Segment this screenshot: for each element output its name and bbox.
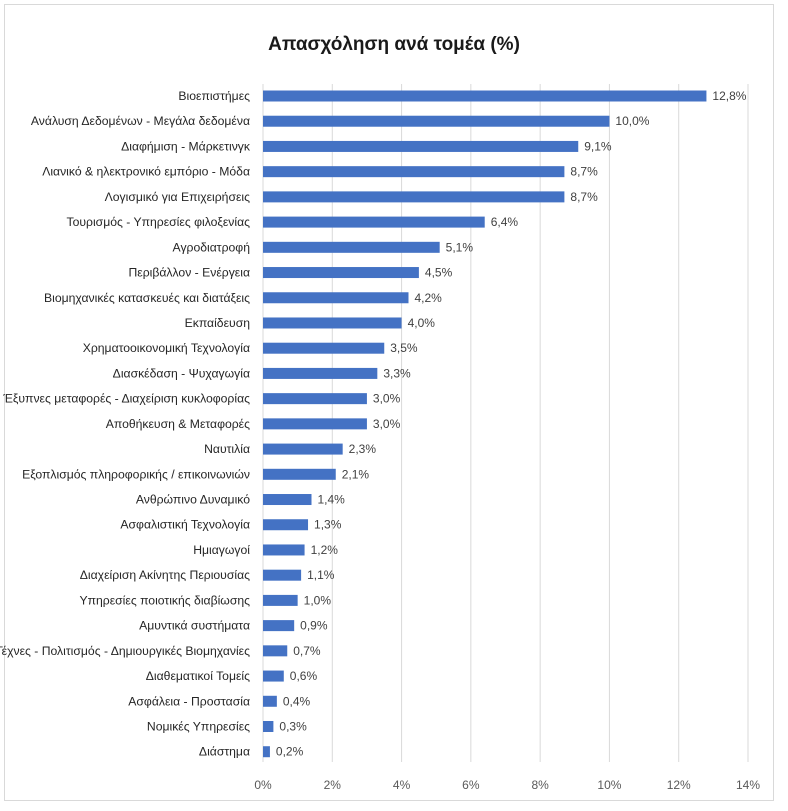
category-label: Βιομηχανικές κατασκευές και διατάξεις [44,291,250,305]
category-label: Ασφαλιστική Τεχνολογία [120,518,250,532]
data-label: 9,1% [584,139,612,153]
data-label: 0,7% [293,644,321,658]
category-label: Αμυντικά συστήματα [139,619,250,633]
bar [263,594,298,606]
bar [263,569,302,581]
data-label: 4,0% [408,316,436,330]
category-label: Νομικές Υπηρεσίες [147,720,250,734]
data-label: 0,3% [279,720,307,734]
bar [263,241,440,253]
data-label: 3,0% [373,417,401,431]
data-label: 1,1% [307,568,335,582]
data-label: 1,0% [304,593,332,607]
x-tick-label: 4% [393,778,411,792]
category-label: Διαχείριση Ακίνητης Περιουσίας [80,568,250,582]
bar [263,468,336,480]
data-label: 0,9% [300,619,328,633]
data-label: 3,5% [390,341,418,355]
chart-title: Απασχόληση ανά τομέα (%) [268,34,520,55]
category-label: Υπηρεσίες ποιοτικής διαβίωσης [79,593,250,607]
x-tick-label: 6% [462,778,480,792]
x-tick-label: 12% [667,778,691,792]
bar [263,746,270,758]
data-label: 4,5% [425,266,453,280]
bar [263,342,385,354]
category-label: Τουρισμός - Υπηρεσίες φιλοξενίας [66,215,250,229]
category-label: Βιοεπιστήμες [178,89,250,103]
data-label: 12,8% [712,89,746,103]
bar [263,216,485,228]
bar [263,443,343,455]
data-label: 3,0% [373,392,401,406]
bar [263,166,565,178]
data-label: 4,2% [415,291,443,305]
x-tick-label: 2% [324,778,342,792]
bar [263,367,378,379]
bars [263,90,707,758]
bar [263,267,419,279]
data-label: 10,0% [615,114,649,128]
bar [263,115,610,127]
bar [263,670,284,682]
category-label: Εκπαίδευση [185,316,250,330]
x-tick-label: 8% [531,778,549,792]
data-label: 6,4% [491,215,519,229]
bar [263,544,305,556]
bar [263,494,312,506]
category-label: Τέχνες - Πολιτισμός - Δημιουργικές Βιομη… [0,644,250,658]
x-axis-ticks: 0% 2% 4% 6% 8% 10% 12% 14% [254,778,760,792]
category-label: Ασφάλεια - Προστασία [128,694,250,708]
data-label: 2,1% [342,467,370,481]
data-label: 0,4% [283,694,311,708]
category-label: Λογισμικό για Επιχειρήσεις [105,190,250,204]
category-label: Ημιαγωγοί [193,543,250,557]
category-label: Περιβάλλον - Ενέργεια [128,266,250,280]
data-label: 3,3% [383,366,411,380]
category-labels: Βιοεπιστήμες Ανάλυση Δεδομένων - Μεγάλα δ… [0,89,251,759]
bar [263,645,288,657]
data-label: 1,2% [311,543,339,557]
bar [263,90,707,102]
chart-frame [4,4,774,801]
x-tick-label: 10% [597,778,621,792]
data-label: 2,3% [349,442,377,456]
bar [263,418,367,430]
category-label: Διαθεματικοί Τομείς [146,669,250,683]
category-label: Χρηματοοικονομική Τεχνολογία [83,341,250,355]
bar [263,393,367,405]
bar [263,519,309,531]
category-label: Λιανικό & ηλεκτρονικό εμπόριο - Μόδα [42,165,250,179]
bar [263,140,579,152]
bar [263,292,409,304]
x-tick-label: 0% [254,778,272,792]
data-label: 1,4% [318,493,346,507]
data-label: 0,6% [290,669,318,683]
data-label: 8,7% [570,165,598,179]
data-label: 1,3% [314,518,342,532]
bar [263,317,402,329]
value-labels: 12,8% 10,0%9,1% 8,7% 8,7% 6,4% 5,1% 4,5% 4,2% 4,… [276,89,747,759]
bar [263,721,274,732]
x-tick-label: 14% [736,778,760,792]
data-label: 0,2% [276,745,304,759]
category-label: Διασκέδαση - Ψυχαγωγία [113,366,250,380]
bar [263,191,565,203]
category-label: Έξυπνες μεταφορές - Διαχείριση κυκλοφορί… [2,392,250,406]
data-label: 5,1% [446,240,474,254]
data-label: 8,7% [570,190,598,204]
category-label: Ναυτιλία [204,442,250,456]
category-label: Αγροδιατροφή [173,240,250,254]
category-label: Ανάλυση Δεδομένων - Μεγάλα δεδομένα [31,114,250,128]
category-label: Εξοπλισμός πληροφορικής / επικοινωνιών [22,467,250,481]
category-label: Ανθρώπινο Δυναμικό [136,493,250,507]
category-label: Διάστημα [199,745,250,759]
category-label: Αποθήκευση & Μεταφορές [106,417,250,431]
bar [263,695,277,707]
bar [263,620,295,632]
category-label: Διαφήμιση - Μάρκετινγκ [121,139,251,153]
